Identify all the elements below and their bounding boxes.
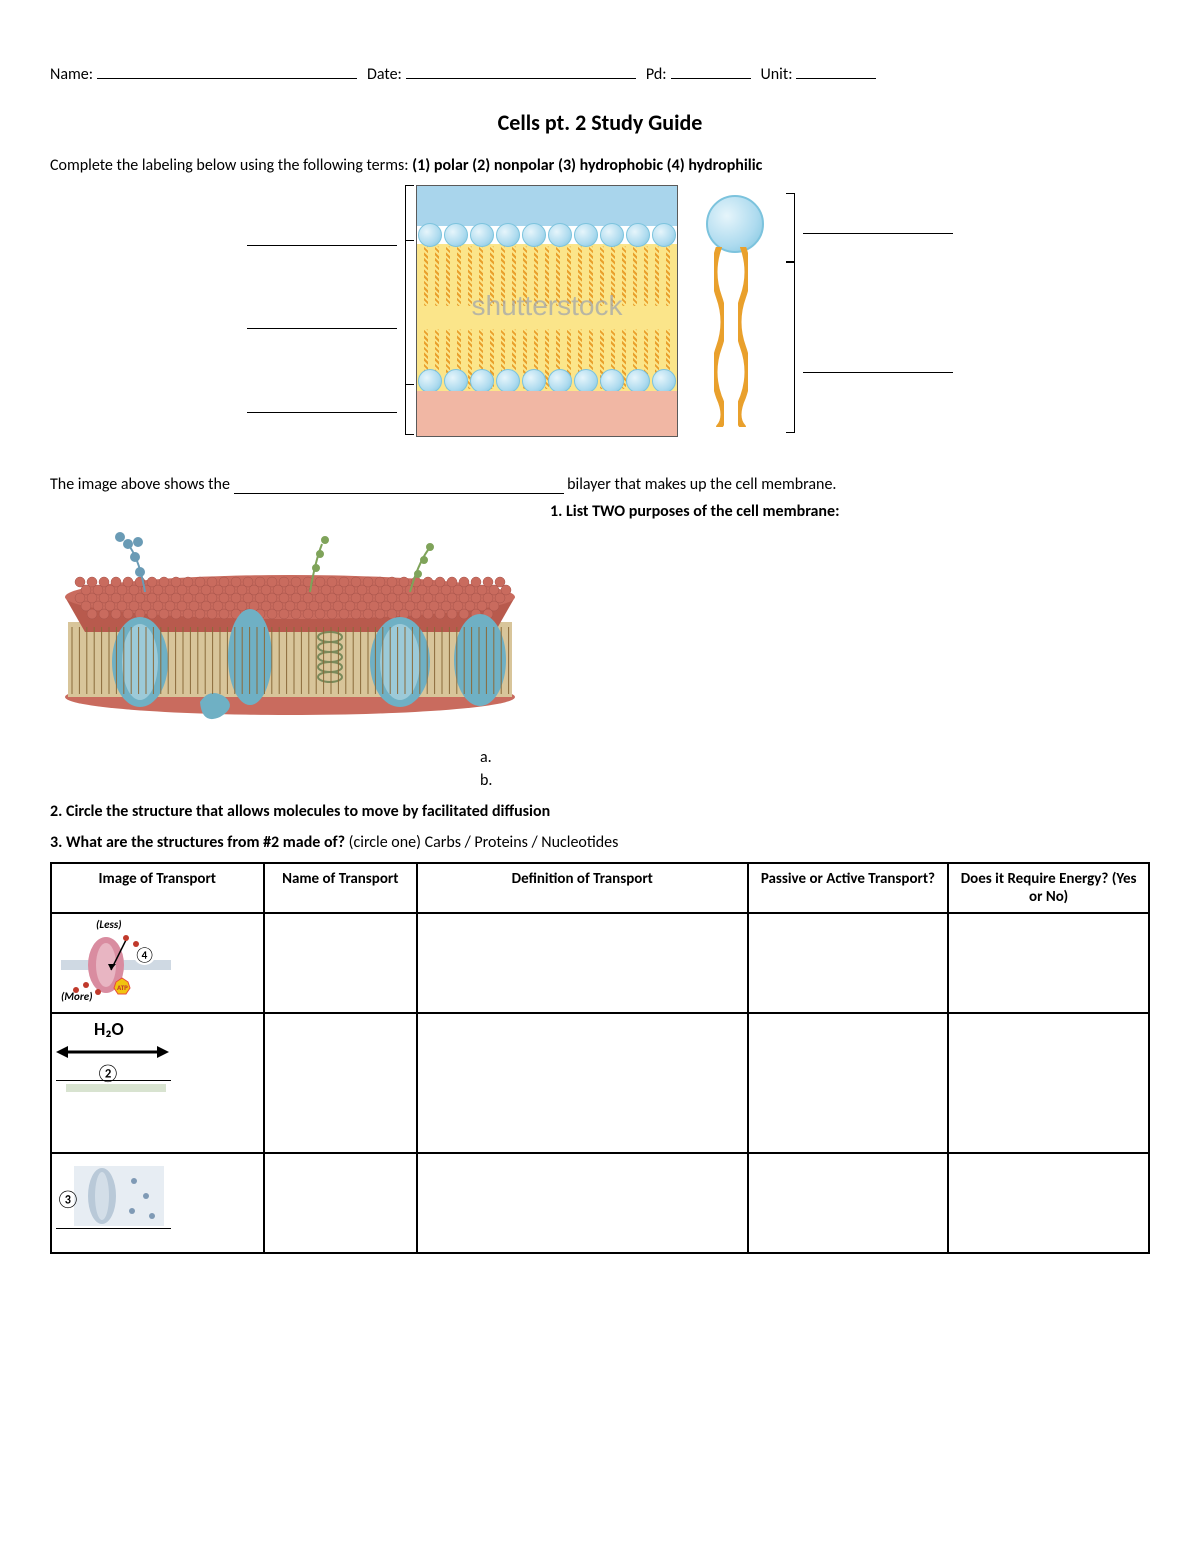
- page-title: Cells pt. 2 Study Guide: [50, 109, 1150, 136]
- name-label: Name:: [50, 65, 93, 84]
- col-image: Image of Transport: [51, 863, 264, 913]
- row2-name[interactable]: [264, 1013, 417, 1153]
- q2-text: 2. Circle the structure that allows mole…: [50, 802, 550, 821]
- col-energy: Does it Require Energy? (Yes or No): [948, 863, 1149, 913]
- left-blank-1[interactable]: [247, 227, 397, 246]
- row3-def[interactable]: [417, 1153, 748, 1253]
- table-row: H₂O ②: [51, 1013, 1149, 1153]
- unit-blank[interactable]: [796, 60, 876, 79]
- q3: 3. What are the structures from #2 made …: [50, 833, 1150, 852]
- date-label: Date:: [367, 65, 402, 84]
- col-name: Name of Transport: [264, 863, 417, 913]
- q1-block: 1. List TWO purposes of the cell membran…: [550, 502, 1150, 521]
- col-definition: Definition of Transport: [417, 863, 748, 913]
- q1-a[interactable]: a.: [480, 748, 1150, 767]
- row1-more: (More): [61, 990, 93, 1003]
- q3-options[interactable]: Carbs / Proteins / Nucleotides: [421, 833, 618, 852]
- row2-def[interactable]: [417, 1013, 748, 1153]
- extracellular-region: [417, 186, 677, 226]
- row1-num: ④: [134, 946, 155, 965]
- row1-pa[interactable]: [748, 913, 949, 1013]
- row1-def[interactable]: [417, 913, 748, 1013]
- row2-energy[interactable]: [948, 1013, 1149, 1153]
- labeling-instruction: Complete the labeling below using the fo…: [50, 156, 1150, 175]
- row3-energy[interactable]: [948, 1153, 1149, 1253]
- sentence-after: bilayer that makes up the cell membrane.: [564, 475, 837, 494]
- row1-energy[interactable]: [948, 913, 1149, 1013]
- membrane-3d-diagram: [50, 502, 530, 742]
- sentence-before: The image above shows the: [50, 475, 234, 494]
- row1-image: (Less) ATP ④ (More): [51, 913, 264, 1013]
- phospholipid-head: [706, 195, 764, 253]
- right-label-blanks: [803, 185, 953, 475]
- q2: 2. Circle the structure that allows mole…: [50, 802, 1150, 821]
- left-label-blanks: [247, 185, 397, 455]
- q1-b[interactable]: b.: [480, 771, 1150, 790]
- col-passive-active: Passive or Active Transport?: [748, 863, 949, 913]
- right-blank-1[interactable]: [803, 215, 953, 234]
- left-blank-2[interactable]: [247, 310, 397, 329]
- membrane-bilayer-diagram: /*tails drawn below via loop*/ shutterst…: [416, 185, 678, 437]
- pd-label: Pd:: [646, 65, 667, 84]
- row2-pa[interactable]: [748, 1013, 949, 1153]
- intracellular-region: [417, 391, 677, 436]
- phospholipid-tail-2: [738, 247, 748, 427]
- unit-label: Unit:: [761, 65, 793, 84]
- row3-num: ③: [56, 1188, 80, 1210]
- bilayer-sentence: The image above shows the bilayer that m…: [50, 475, 1150, 494]
- row3-name[interactable]: [264, 1153, 417, 1253]
- table-row: (Less) ATP ④ (More): [51, 913, 1149, 1013]
- q1-prompt: 1. List TWO purposes of the cell membran…: [550, 502, 839, 521]
- membrane3d-row: 1. List TWO purposes of the cell membran…: [50, 502, 1150, 742]
- watermark-text: shutterstock: [472, 290, 623, 322]
- row3-image: ③: [51, 1153, 264, 1253]
- date-blank[interactable]: [406, 60, 636, 79]
- sentence-blank[interactable]: [234, 475, 564, 494]
- q3-prefix: 3. What are the structures from #2 made …: [50, 833, 349, 852]
- row3-pa[interactable]: [748, 1153, 949, 1253]
- instruction-prefix: Complete the labeling below using the fo…: [50, 156, 412, 175]
- heads-top-row: [417, 221, 677, 249]
- membrane-diagram-section: /*tails drawn below via loop*/ shutterst…: [50, 185, 1150, 455]
- labeling-terms: (1) polar (2) nonpolar (3) hydrophobic (…: [412, 156, 762, 175]
- name-blank[interactable]: [97, 60, 357, 79]
- row2-h2o: H₂O: [94, 1018, 124, 1040]
- q3-paren: (circle one): [349, 833, 421, 852]
- transport-table: Image of Transport Name of Transport Def…: [50, 862, 1150, 1254]
- right-blank-2[interactable]: [803, 354, 953, 373]
- table-row: ③: [51, 1153, 1149, 1253]
- left-blank-3[interactable]: [247, 394, 397, 413]
- single-phospholipid: [686, 185, 776, 435]
- table-header-row: Image of Transport Name of Transport Def…: [51, 863, 1149, 913]
- q1-answers: a. b.: [480, 748, 1150, 790]
- pd-blank[interactable]: [671, 60, 751, 79]
- svg-text:ATP: ATP: [117, 983, 128, 992]
- row1-name[interactable]: [264, 913, 417, 1013]
- header-row: Name: Date: Pd: Unit:: [50, 60, 1150, 84]
- phospholipid-tail-1: [714, 247, 724, 427]
- row2-image: H₂O ②: [51, 1013, 264, 1153]
